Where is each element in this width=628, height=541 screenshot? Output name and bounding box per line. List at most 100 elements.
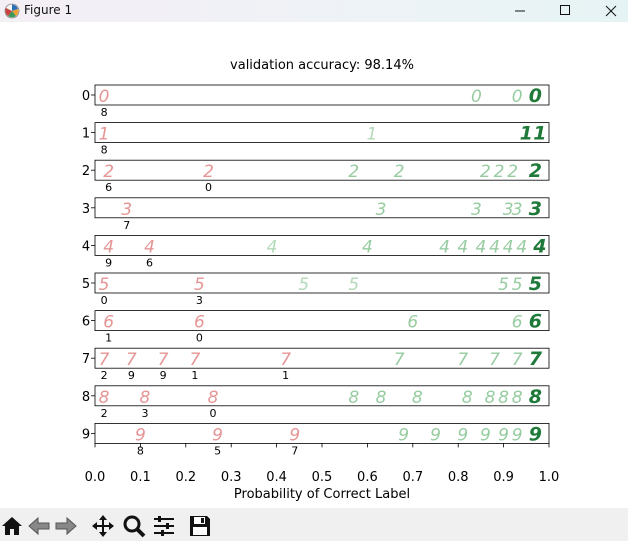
predicted-label: 6 [105,181,112,194]
digit-sample: 4 [267,237,278,257]
digit-sample: 7 [126,350,137,370]
row-label: 0 [82,89,90,104]
back-arrow-icon[interactable] [27,514,51,538]
forward-arrow-icon[interactable] [54,514,78,538]
digit-sample: 6 [103,313,114,333]
predicted-label: 9 [128,369,135,382]
digit-sample: 4 [503,237,514,257]
digit-sample: 1 [520,123,533,145]
minimize-button[interactable] [497,0,543,22]
predicted-label: 0 [210,407,217,420]
digit-sample: 8 [140,388,151,408]
row-axes-box [94,272,550,294]
row-label: 4 [82,239,90,254]
digit-sample: 3 [503,200,514,220]
digit-sample: 7 [394,350,405,370]
digit-sample: 2 [203,162,214,182]
predicted-label: 7 [291,444,298,457]
predicted-label: 5 [214,444,221,457]
digit-sample: 3 [121,200,132,220]
x-tick-label: 0.6 [357,470,378,485]
x-tick-label: 0.5 [312,470,333,485]
digit-sample: 8 [208,388,219,408]
digit-sample: 1 [367,125,378,145]
predicted-label: 3 [196,294,203,307]
digit-sample: 3 [376,200,387,220]
digit-sample: 7 [189,350,200,370]
digit-sample: 2 [480,162,491,182]
digit-row: 0 080 0 0 [82,84,550,119]
predicted-label: 6 [146,256,153,269]
digit-sample: 6 [512,313,523,333]
digit-sample: 2 [494,162,505,182]
predicted-label: 0 [205,181,212,194]
digit-sample: 8 [348,388,359,408]
digit-sample: 4 [532,235,546,257]
digit-sample: 0 [512,87,523,107]
digit-sample: 3 [512,200,523,220]
maximize-button[interactable] [542,0,588,22]
digit-sample: 0 [529,85,542,107]
row-label: 6 [82,315,90,330]
figure-canvas[interactable]: validation accuracy: 98.14% 0 080 0 01 181 1 1… [0,22,628,508]
digit-sample: 8 [485,388,496,408]
predicted-label: 8 [101,106,108,119]
digit-sample: 9 [430,425,441,445]
digit-sample: 9 [135,425,146,445]
digit-sample: 7 [280,350,291,370]
digit-sample: 9 [529,423,542,445]
digit-sample: 0 [99,87,110,107]
digit-sample: 8 [412,388,423,408]
digit-sample: 8 [512,388,523,408]
digit-sample: 7 [158,350,169,370]
save-icon[interactable] [188,514,212,538]
row-axes-box [94,385,550,407]
x-tick-label: 0.7 [402,470,423,485]
predicted-label: 0 [196,332,203,345]
predicted-label: 9 [160,369,167,382]
x-tick-label: 0.2 [175,470,196,485]
digit-sample: 8 [99,388,110,408]
digit-sample: 1 [533,123,546,145]
digit-sample: 5 [99,275,110,295]
x-tick-label: 0.1 [130,470,151,485]
row-label: 8 [82,390,90,405]
predicted-label: 1 [105,332,112,345]
digit-sample: 5 [512,275,523,295]
digit-sample: 8 [498,388,509,408]
x-tick-label: 0.0 [85,470,106,485]
digit-sample: 9 [457,425,468,445]
digit-sample: 3 [471,200,482,220]
close-button[interactable] [588,0,628,22]
predicted-label: 8 [137,444,144,457]
digit-sample: 9 [289,425,300,445]
digit-sample: 9 [212,425,223,445]
predicted-label: 0 [101,294,108,307]
digit-sample: 4 [144,237,155,257]
x-tick-label: 1.0 [539,470,560,485]
row-label: 3 [82,202,90,217]
digit-sample: 7 [529,348,543,370]
predicted-label: 1 [282,369,289,382]
digit-sample: 7 [457,350,468,370]
digit-sample: 7 [489,350,500,370]
x-tick-label: 0.3 [221,470,242,485]
x-axis: 0.0 0.1 0.2 0.3 0.4 0.5 0.6 0.7 0.8 0.9 1.0 [85,443,560,485]
chart-title: validation accuracy: 98.14% [230,58,414,73]
digit-sample: 8 [376,388,387,408]
digit-sample: 4 [489,237,500,257]
predicted-label: 1 [191,369,198,382]
configure-subplots-icon[interactable] [152,514,176,538]
pan-icon[interactable] [91,514,115,538]
home-icon[interactable] [0,514,24,538]
row-label: 7 [82,352,90,367]
window-title-bar: Figure 1 [0,0,628,22]
digit-sample: 7 [99,350,110,370]
zoom-icon[interactable] [122,514,146,538]
matplotlib-app-icon [4,3,20,19]
digit-sample: 2 [507,162,518,182]
digit-sample: 5 [194,275,205,295]
